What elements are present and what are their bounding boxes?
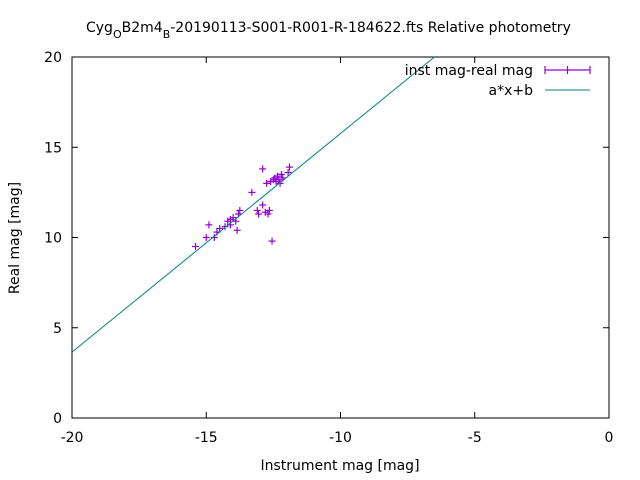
data-point [253,206,261,214]
data-point [265,206,273,214]
chart-marks [71,56,435,353]
data-point [202,234,210,241]
chart-title-sub2: B [163,28,171,41]
chart-title-base: Cyg [86,20,113,36]
legend: inst mag-real mag a*x+b [405,63,591,99]
plot-border [71,56,610,419]
y-tick-label: 5 [53,321,62,337]
data-point [285,163,293,171]
x-tick-label: -15 [195,430,218,446]
data-point [259,165,267,173]
data-point [221,223,229,231]
data-point [216,224,224,232]
data-point [205,221,213,229]
data-point [259,201,267,209]
x-tick-label: 0 [605,430,614,446]
data-point [284,169,292,177]
axes: -20 -15 -10 -5 0 0 5 10 15 20 [44,50,613,446]
chart-title: CygOB2m4B-20190113-S001-R001-R-184622.ft… [86,20,571,41]
x-tick-label: -20 [61,430,84,446]
legend-label-fit: a*x+b [489,83,534,99]
legend-label-inst-mag: inst mag-real mag [405,63,533,79]
y-axis-label: Real mag [mag] [7,182,23,294]
x-tick-label: -5 [468,430,482,446]
data-point [236,206,244,214]
data-point [268,237,276,245]
data-point [263,179,271,187]
y-tick-label: 10 [44,231,62,247]
data-point [255,210,263,218]
data-point [273,172,281,180]
data-point [277,170,285,178]
fit-line [71,56,435,353]
x-axis-label: Instrument mag [mag] [260,458,419,474]
data-point [275,176,283,184]
data-point [229,214,237,222]
data-point [248,188,256,196]
chart-title-sub1: O [113,28,122,41]
data-point [192,243,200,251]
data-point [233,226,241,234]
chart-title-text: CygOB2m4B-20190113-S001-R001-R-184622.ft… [86,20,571,41]
y-tick-label: 15 [44,140,62,156]
data-point [210,234,218,241]
data-point [264,210,272,218]
y-tick-label: 20 [44,50,62,66]
chart-title-rest: -20190113-S001-R001-R-184622.fts Relativ… [170,20,571,36]
x-tick-label: -10 [329,430,352,446]
y-tick-label: 0 [53,411,62,427]
chart-title-mid: B2m4 [122,20,163,36]
data-point [276,179,284,187]
